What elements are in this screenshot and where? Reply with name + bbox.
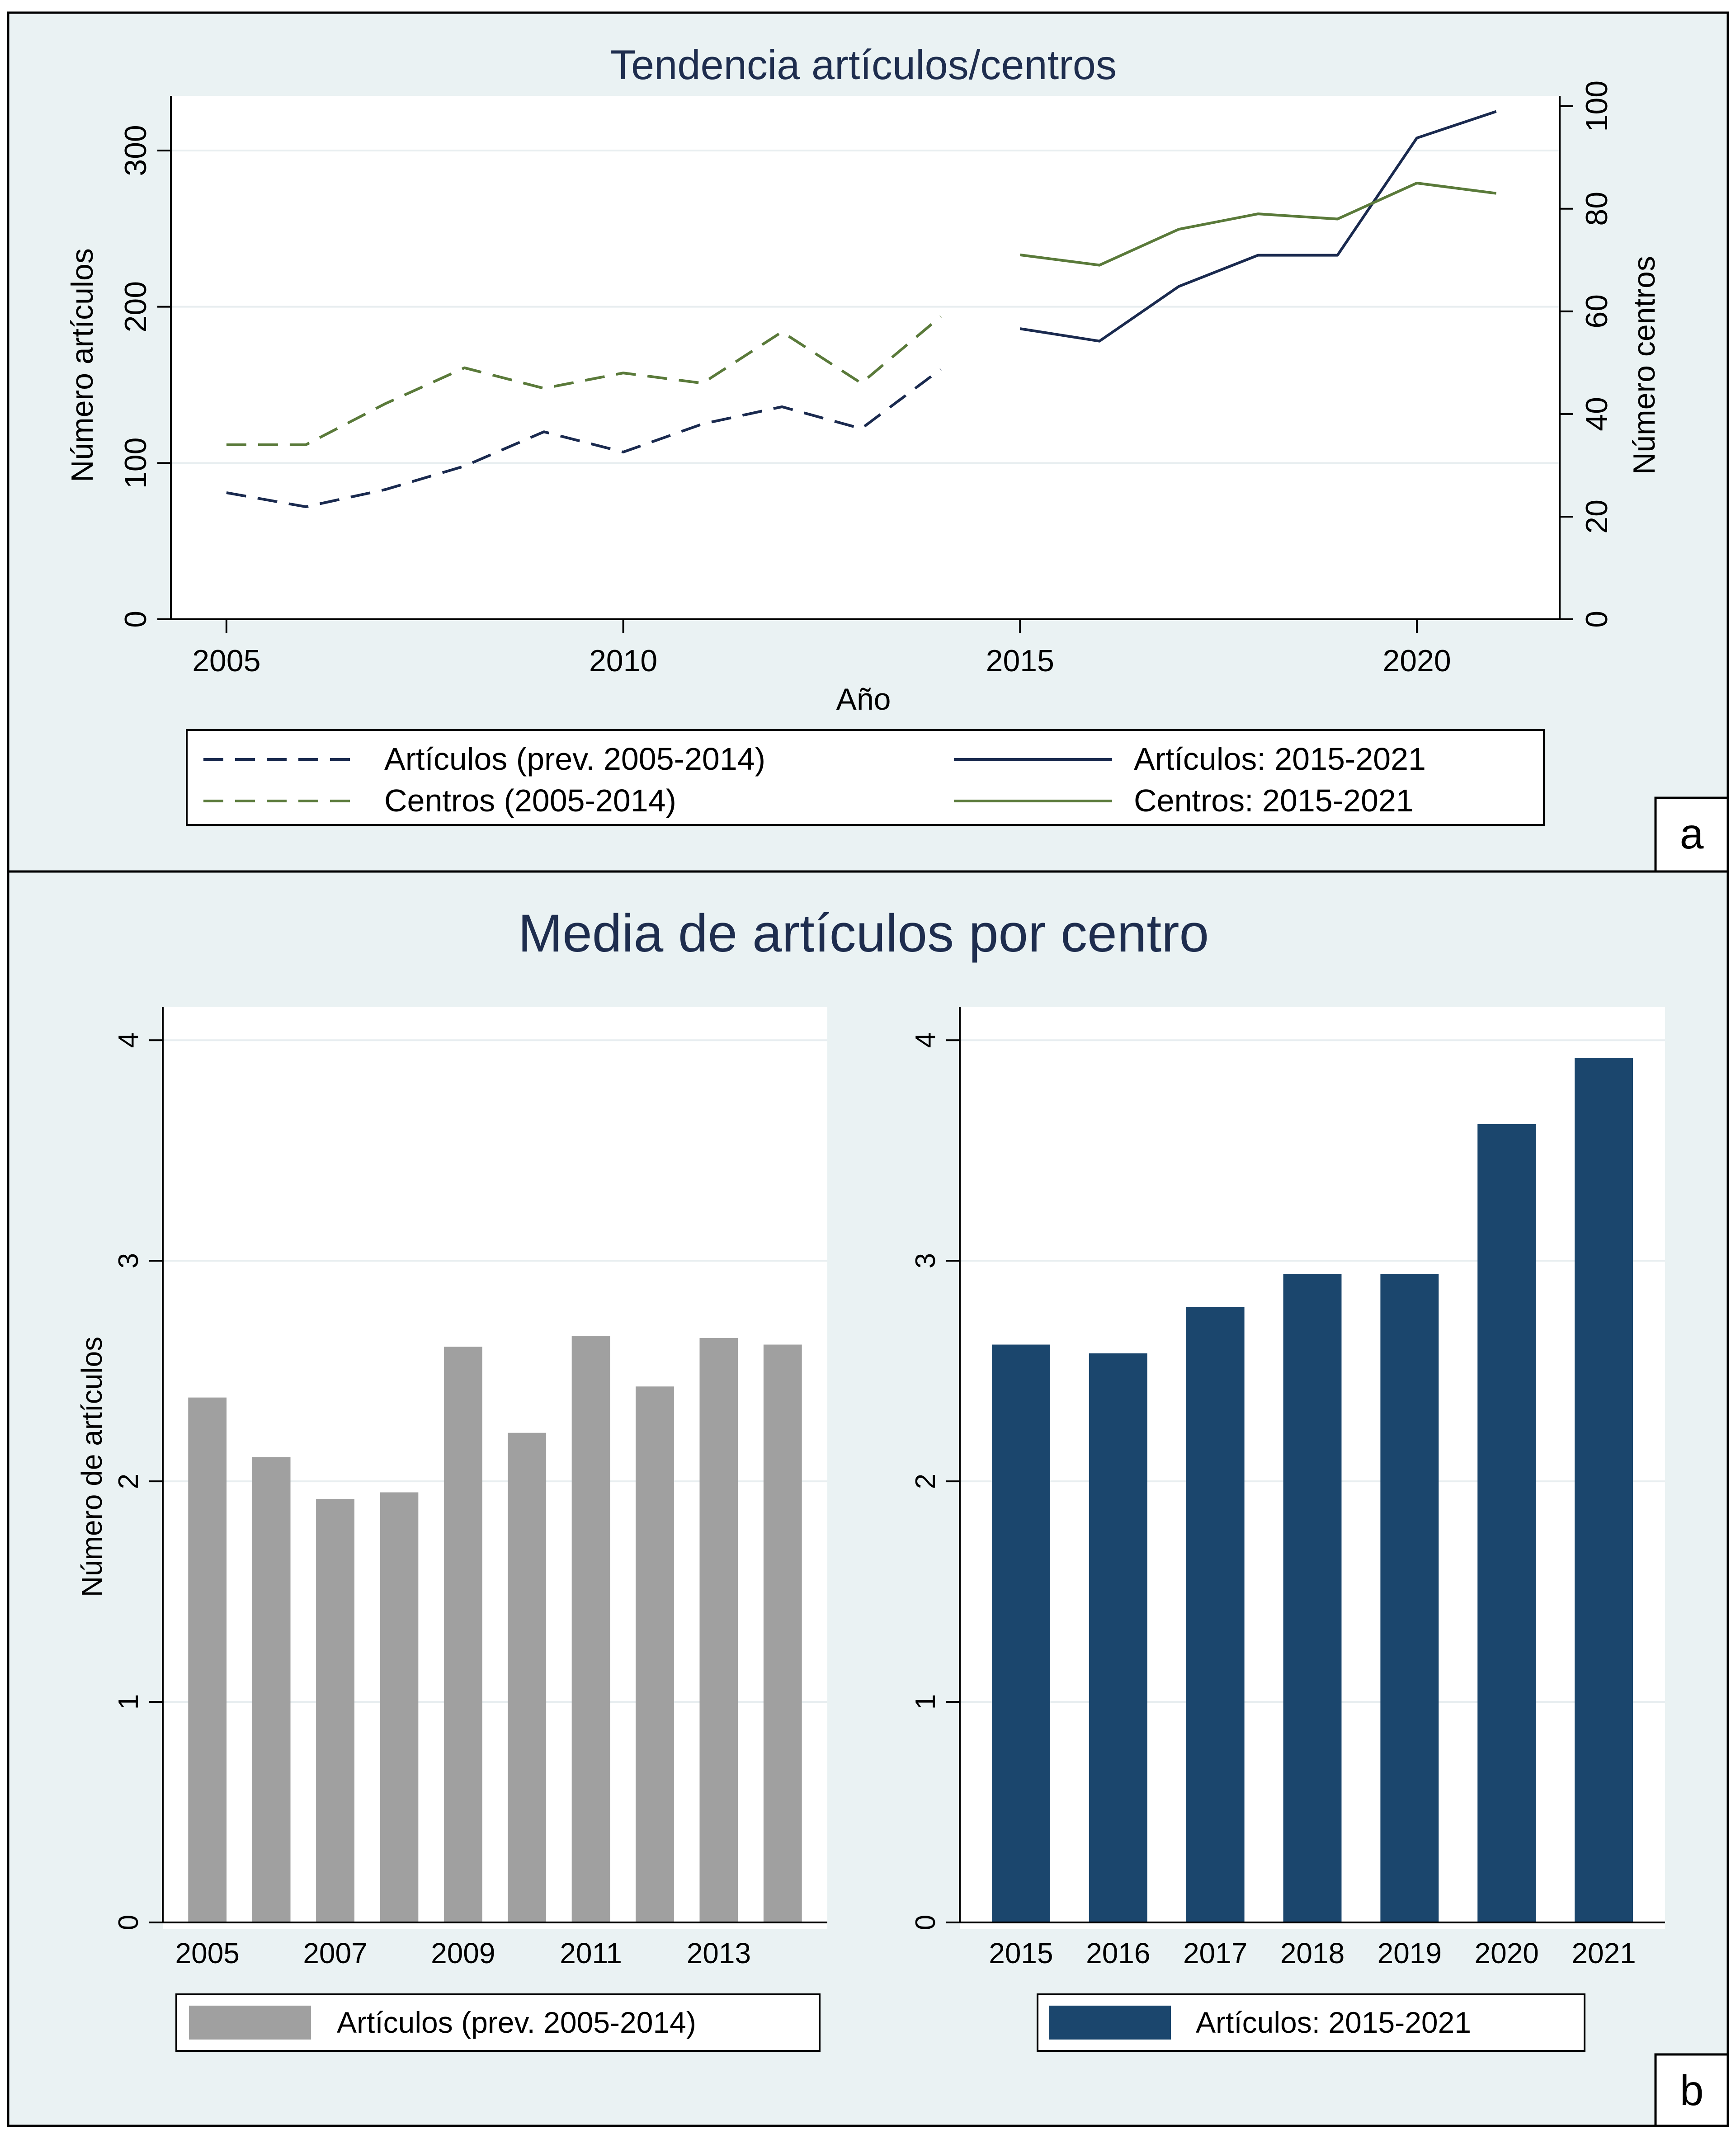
- series-line-3: [1019, 182, 1496, 267]
- panel-b-label: b: [1680, 2067, 1704, 2115]
- left-x-tick-label-2007: 2007: [303, 1937, 367, 1969]
- right-y-tick-label-4: 4: [910, 1032, 941, 1048]
- panel-a-label-box: [1654, 796, 1729, 873]
- right-x-tick-label-2018: 2018: [1280, 1937, 1344, 1969]
- panel-a-title: Tendencia artículos/centros: [610, 42, 1117, 88]
- left-y-tick-label-0: 0: [118, 611, 153, 628]
- right-y-tick-label-80: 80: [1580, 192, 1614, 226]
- right-y-tick-label-0: 0: [910, 1915, 941, 1930]
- right-x-tick-label-2020: 2020: [1475, 1937, 1539, 1969]
- panel-a-legend-box: [186, 729, 1545, 826]
- panel-b-title: Media de artículos por centro: [518, 904, 1209, 963]
- left-bar-2011: [571, 1336, 610, 1922]
- right-y-tick-label-20: 20: [1580, 499, 1614, 534]
- x-tick-label-2020: 2020: [1382, 644, 1451, 678]
- x-tick-label-2015: 2015: [986, 644, 1054, 678]
- panel-b-left-chart: 2005 2007 2009 2011 2013 0 1 2 3 4: [113, 1007, 827, 1969]
- left-y-tick-label-200: 200: [118, 281, 153, 332]
- panel-a-tick-labels: 2005 2010 2015 2020 0 100 200 300 0 20 40 60 80 100: [118, 80, 1614, 678]
- right-bar-2015: [991, 1344, 1050, 1922]
- right-x-tick-label-2021: 2021: [1571, 1937, 1636, 1969]
- series-line-1: [226, 315, 942, 446]
- right-bar-2018: [1283, 1274, 1342, 1922]
- legend-label-centros-prev: Centros (2005-2014): [384, 783, 676, 818]
- left-y-tick-label-0: 0: [113, 1915, 144, 1930]
- right-bar-2019: [1380, 1274, 1439, 1922]
- panel-b-left-y-axis-label: Número de artículos: [75, 1337, 108, 1597]
- panel-b-right-legend-label: Artículos: 2015-2021: [1196, 2006, 1471, 2039]
- right-y-tick-label-100: 100: [1580, 80, 1614, 132]
- right-y-tick-label-0: 0: [1580, 611, 1614, 628]
- panel-a-label: a: [1680, 810, 1704, 858]
- left-bar-2014: [763, 1344, 802, 1922]
- x-tick-label-2005: 2005: [192, 644, 260, 678]
- right-x-tick-label-2016: 2016: [1086, 1937, 1150, 1969]
- left-bar-2005: [188, 1397, 227, 1922]
- panel-a-left-y-axis-label: Número artículos: [65, 248, 99, 482]
- panel-b-right-legend-swatch: [1049, 2006, 1171, 2040]
- left-bar-2012: [636, 1386, 674, 1922]
- left-bar-2007: [316, 1499, 354, 1922]
- left-bar-2008: [380, 1492, 419, 1922]
- panel-b-left-legend: Artículos (prev. 2005-2014): [175, 1993, 821, 2052]
- left-x-tick-label-2013: 2013: [687, 1937, 751, 1969]
- left-y-tick-label-3: 3: [113, 1253, 144, 1268]
- right-y-tick-label-3: 3: [910, 1253, 941, 1268]
- left-x-tick-label-2011: 2011: [560, 1937, 622, 1969]
- left-bar-2013: [699, 1338, 738, 1922]
- right-bar-2016: [1089, 1353, 1147, 1922]
- panel-a-legend: Artículos (prev. 2005-2014) Centros (200…: [186, 729, 1545, 826]
- right-bar-2017: [1186, 1307, 1245, 1922]
- panel-a-right-y-axis-label: Número centros: [1627, 256, 1661, 475]
- series-line-0: [226, 368, 942, 509]
- panel-b-left-legend-label: Artículos (prev. 2005-2014): [337, 2006, 696, 2039]
- x-tick-label-2010: 2010: [589, 644, 657, 678]
- left-bar-2006: [252, 1457, 291, 1922]
- panel-a-axes: [157, 96, 1573, 633]
- left-y-tick-label-300: 300: [118, 125, 153, 176]
- panel-a-x-axis-label: Año: [836, 682, 891, 716]
- panel-b: Media de artículos por centro 2005 2007 20…: [7, 870, 1729, 2127]
- panel-a-plot-area: [171, 96, 1560, 619]
- right-y-tick-label-2: 2: [910, 1474, 941, 1489]
- left-y-tick-label-100: 100: [118, 438, 153, 489]
- left-y-tick-label-4: 4: [113, 1032, 144, 1048]
- left-y-tick-label-2: 2: [113, 1474, 144, 1489]
- right-x-tick-label-2017: 2017: [1183, 1937, 1247, 1969]
- left-x-tick-label-2005: 2005: [175, 1937, 240, 1969]
- right-y-tick-label-1: 1: [910, 1694, 941, 1710]
- panel-b-left-legend-swatch: [189, 2006, 311, 2040]
- panel-b-label-box: [1654, 2053, 1729, 2127]
- panel-b-right-chart: 2015 2016 2017 2018 2019 2020 2021 0 1 2 3 4: [910, 1007, 1665, 1969]
- left-x-tick-label-2009: 2009: [431, 1937, 495, 1969]
- left-bar-2010: [508, 1432, 547, 1922]
- legend-label-articulos-prev: Artículos (prev. 2005-2014): [384, 741, 765, 777]
- panel-a: 2005 2010 2015 2020 0 100 200 300 0 20 40 60 80 100 T…: [7, 11, 1729, 873]
- legend-label-articulos-2015: Artículos: 2015-2021: [1134, 741, 1426, 777]
- right-x-tick-label-2015: 2015: [989, 1937, 1053, 1969]
- panel-a-series-lines: [226, 110, 1497, 509]
- legend-label-centros-2015: Centros: 2015-2021: [1134, 783, 1414, 818]
- right-bar-2020: [1477, 1124, 1536, 1922]
- right-x-tick-label-2019: 2019: [1377, 1937, 1442, 1969]
- left-y-tick-label-1: 1: [113, 1694, 144, 1710]
- series-line-2: [1019, 110, 1497, 343]
- right-y-tick-label-60: 60: [1580, 294, 1614, 329]
- right-y-tick-label-40: 40: [1580, 397, 1614, 431]
- left-bar-2009: [443, 1347, 482, 1922]
- right-bar-2021: [1575, 1058, 1633, 1922]
- panel-b-right-legend: Artículos: 2015-2021: [1037, 1993, 1585, 2052]
